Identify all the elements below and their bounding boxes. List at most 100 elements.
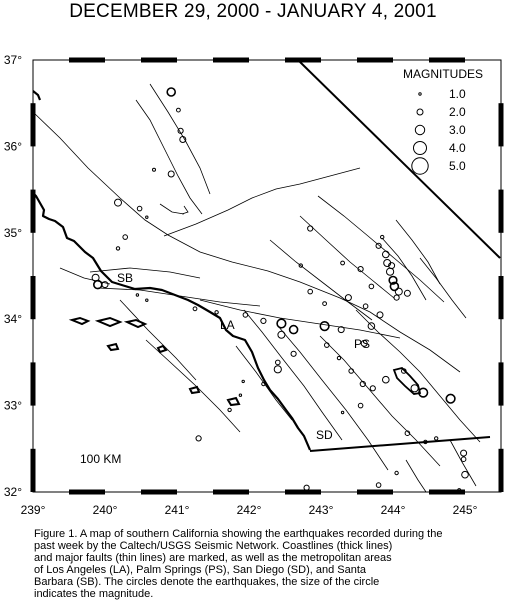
magnitude-legend: MAGNITUDES 1.0 2.0 3.0 4.0 5.0 (403, 67, 483, 175)
latitude-label: 32° (4, 485, 22, 499)
earthquake-marker (460, 456, 467, 463)
mexico-border (309, 436, 491, 452)
earthquake-marker (376, 311, 384, 319)
latitude-label: 36° (4, 139, 22, 153)
caption-line: Figure 1. A map of southern California s… (34, 528, 443, 540)
earthquake-marker (434, 436, 439, 441)
earthquake-marker (375, 482, 382, 488)
frame-tick-bar (69, 489, 105, 495)
earthquake-marker (152, 167, 156, 172)
longitude-label: 244° (381, 503, 406, 517)
caption-line: past week by the Caltech/USGS Seismic Ne… (34, 540, 393, 552)
earthquake-marker (394, 287, 403, 296)
earthquake-layer (91, 87, 469, 492)
earthquake-marker (423, 439, 428, 445)
earthquake-marker (290, 350, 297, 357)
earthquake-marker (276, 318, 287, 329)
longitude-label: 242° (237, 503, 262, 517)
earthquake-marker (369, 385, 376, 392)
caption-line: of Los Angeles (LA), Palm Springs (PS), … (34, 564, 366, 576)
earthquake-marker (357, 266, 364, 273)
earthquake-marker (393, 294, 400, 301)
earthquake-marker (288, 324, 299, 335)
figure-caption: Figure 1. A map of southern California s… (34, 528, 500, 600)
earthquake-marker (319, 321, 330, 332)
state-border (297, 60, 501, 259)
earthquake-marker (298, 263, 303, 268)
legend-circle (418, 92, 422, 96)
legend-label: 5.0 (449, 159, 466, 173)
earthquake-marker (382, 250, 390, 259)
earthquake-marker (388, 262, 396, 270)
latitude-label: 34° (4, 312, 22, 326)
label-la: LA (220, 318, 235, 332)
legend-label: 2.0 (449, 105, 466, 119)
earthquake-marker (307, 225, 314, 232)
longitude-label: 239° (21, 503, 46, 517)
legend-circle (414, 124, 426, 136)
frame-tick-bar (30, 362, 36, 406)
frame-tick-bar (498, 103, 504, 147)
earthquake-marker (368, 283, 375, 290)
earthquake-marker (460, 449, 468, 457)
earthquake-marker (166, 87, 176, 97)
earthquake-marker (177, 127, 184, 134)
earthquake-marker (337, 326, 345, 334)
frame-tick-bar (30, 276, 36, 320)
earthquake-marker (401, 368, 407, 374)
channel-island (68, 316, 241, 407)
earthquake-marker (322, 301, 328, 307)
earthquake-marker (241, 379, 245, 384)
frame-tick-bar (213, 489, 249, 495)
frame-tick-bar (30, 103, 36, 147)
longitude-label: 245° (453, 503, 478, 517)
earthquake-marker (176, 107, 181, 113)
frame-tick-bar (213, 57, 249, 63)
longitude-labels: 239° 240° 241° 242° 243° 244° 245° (21, 503, 478, 517)
frame-tick-bar (69, 57, 105, 63)
frame-tick-bar (357, 57, 393, 63)
earthquake-marker (394, 470, 399, 476)
earthquake-marker (359, 380, 366, 388)
latitude-labels: 37° 36° 35° 34° 33° 32° (4, 53, 22, 499)
label-ps: PS (354, 337, 370, 351)
legend-label: 1.0 (449, 87, 466, 101)
earthquake-marker (340, 260, 346, 266)
label-sd: SD (316, 428, 333, 442)
legend-title: MAGNITUDES (403, 67, 483, 81)
frame-tick-bar (498, 189, 504, 233)
earthquake-marker (145, 215, 149, 219)
earthquake-marker (348, 368, 355, 374)
legend-circle (411, 157, 429, 175)
earthquake-marker (380, 234, 385, 240)
earthquake-marker (115, 246, 121, 251)
earthquake-marker (114, 198, 122, 207)
earthquake-marker (277, 330, 286, 339)
longitude-label: 241° (165, 503, 190, 517)
map-frame (30, 57, 504, 495)
earthquake-marker (461, 470, 469, 479)
earthquake-marker (145, 298, 149, 302)
earthquake-marker (457, 488, 462, 492)
earthquake-marker (307, 288, 314, 295)
earthquake-marker (344, 294, 352, 302)
earthquake-marker (336, 355, 342, 361)
earthquake-marker (418, 387, 429, 398)
earthquake-marker (403, 289, 411, 297)
faults (33, 83, 481, 492)
earthquake-marker (388, 275, 398, 285)
frame-tick-bar (285, 57, 321, 63)
earthquake-marker (238, 393, 243, 397)
scale-label: 100 KM (80, 452, 121, 466)
latitude-label: 33° (4, 399, 22, 413)
earthquake-marker (303, 484, 310, 491)
label-sb: SB (117, 271, 133, 285)
earthquake-marker (375, 242, 382, 249)
earthquake-marker (324, 342, 330, 348)
caption-line: and major faults (thin lines) are marked… (34, 552, 392, 564)
legend-circle (416, 108, 424, 116)
earthquake-marker (136, 205, 143, 212)
frame-tick-bar (141, 489, 177, 495)
frame-tick-bar (357, 489, 393, 495)
caption-line: Barbara (SB). The circles denote the ear… (34, 576, 380, 588)
